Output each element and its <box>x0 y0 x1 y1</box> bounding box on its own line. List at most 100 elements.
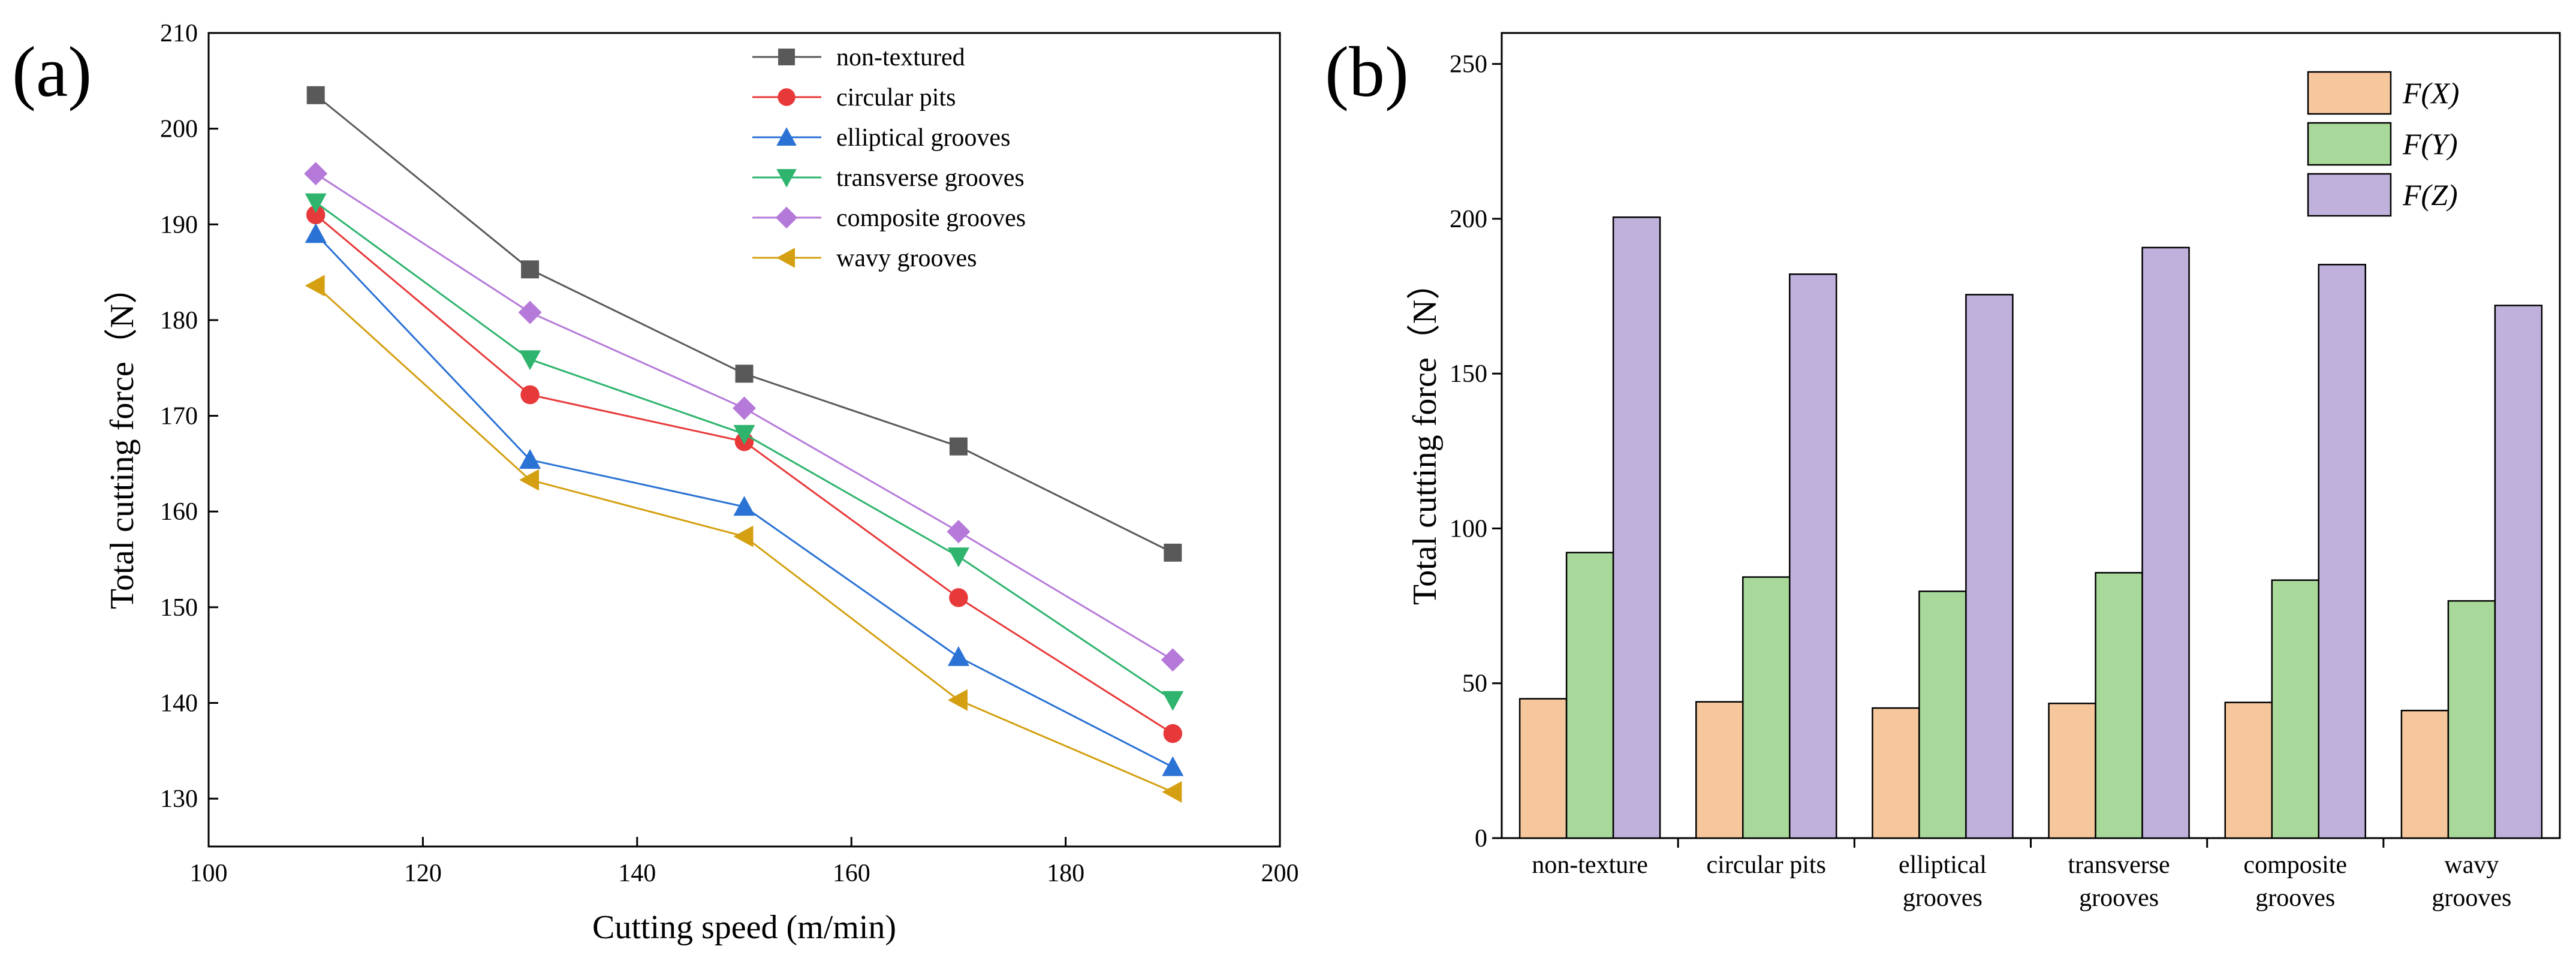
series-elliptical-grooves <box>305 223 1184 776</box>
y-tick-label: 130 <box>160 785 198 813</box>
data-point-transverse-grooves <box>947 547 969 568</box>
series-wavy-grooves <box>305 275 1182 803</box>
legend-swatch <box>2307 71 2392 115</box>
data-point-transverse-grooves <box>305 193 327 213</box>
category-label: grooves <box>2432 884 2511 912</box>
y-axis-title: Total cutting force（N） <box>104 270 141 609</box>
data-point-elliptical-grooves <box>305 223 327 243</box>
data-point-composite-grooves <box>518 300 542 324</box>
bar-f-y <box>2447 600 2496 839</box>
series-circular-pits <box>306 205 1183 743</box>
series-transverse-grooves <box>305 193 1184 711</box>
category-label: non-texture <box>1532 851 1648 879</box>
data-point-circular-pits <box>1163 724 1183 743</box>
x-tick-label: 100 <box>190 860 228 887</box>
category-label: grooves <box>2255 884 2335 912</box>
bar-f-z <box>1612 216 1661 839</box>
legend-marker <box>775 206 798 229</box>
bar-f-z <box>2494 305 2543 839</box>
bar-f-z <box>2318 264 2366 839</box>
bar-f-z <box>1789 273 1837 839</box>
legend: non-textured circular pits elliptical groo… <box>752 44 1026 272</box>
bar-f-x <box>1695 701 1744 839</box>
y-tick-label: 150 <box>160 594 198 622</box>
data-point-non-textured <box>1164 543 1182 562</box>
data-point-composite-grooves <box>733 396 756 420</box>
bar-f-x <box>2048 703 2096 839</box>
legend-label: F(Y) <box>2402 127 2458 161</box>
data-point-circular-pits <box>520 385 540 405</box>
x-tick-label: 140 <box>618 860 656 887</box>
legend-label: F(X) <box>2402 76 2459 110</box>
data-point-transverse-grooves <box>519 350 541 370</box>
data-point-transverse-grooves <box>1162 691 1184 711</box>
legend-label: transverse grooves <box>836 164 1025 192</box>
legend-marker <box>776 169 797 188</box>
data-point-wavy-grooves <box>947 689 968 711</box>
data-point-elliptical-grooves <box>519 449 541 469</box>
data-point-wavy-grooves <box>1162 781 1182 803</box>
category-label: grooves <box>1903 884 1983 912</box>
y-tick-label: 250 <box>1450 51 1487 79</box>
data-point-wavy-grooves <box>305 275 325 297</box>
data-point-elliptical-grooves <box>947 646 969 666</box>
legend: F(X) F(Y) F(Z) <box>2307 71 2459 217</box>
data-point-elliptical-grooves <box>733 496 755 516</box>
line-chart: 100 120 140 160 180 200 130 140 150 160 170 180 190 2… <box>104 20 1299 946</box>
legend-marker <box>776 248 795 268</box>
bar-f-x <box>1519 698 1568 839</box>
data-point-circular-pits <box>949 588 968 607</box>
bar-f-y <box>2271 579 2319 839</box>
data-point-elliptical-grooves <box>1162 756 1184 776</box>
bar-f-y <box>1742 576 1791 839</box>
data-point-non-textured <box>949 437 968 456</box>
category-label: wavy <box>2444 851 2499 879</box>
x-tick-label: 120 <box>404 860 442 887</box>
category-label: transverse <box>2068 851 2170 879</box>
legend-label: wavy grooves <box>836 245 977 272</box>
legend-label: F(Z) <box>2402 178 2458 212</box>
data-point-composite-grooves <box>1161 648 1185 672</box>
bar-f-y <box>1918 591 1967 839</box>
bar-f-x <box>1872 707 1920 839</box>
series-composite-grooves <box>304 162 1185 672</box>
y-tick-label: 180 <box>160 307 198 335</box>
category-label: grooves <box>2079 884 2159 912</box>
y-tick-label: 200 <box>1450 206 1487 233</box>
series-line-circular-pits <box>315 214 1174 734</box>
legend-label: circular pits <box>836 84 956 112</box>
data-point-non-textured <box>306 86 325 104</box>
y-tick-label: 140 <box>160 690 198 718</box>
data-point-composite-grooves <box>947 520 971 544</box>
y-tick-label: 50 <box>1462 670 1487 698</box>
panel-a-label: (a) <box>12 32 92 112</box>
bar-f-x <box>2400 709 2450 839</box>
data-point-wavy-grooves <box>733 525 754 547</box>
legend-label: composite grooves <box>836 204 1026 232</box>
x-tick-label: 180 <box>1047 860 1084 887</box>
bar-chart: 0 50 100 150 200 250 Total cutting force（N） non… <box>1406 32 2561 912</box>
data-point-transverse-grooves <box>733 424 755 445</box>
y-tick-label: 160 <box>160 498 198 526</box>
bar-f-z <box>1965 294 2014 839</box>
series-line-transverse-grooves <box>315 201 1174 701</box>
data-point-circular-pits <box>306 205 326 225</box>
legend-marker <box>776 127 797 146</box>
x-axis-title: Cutting speed (m/min) <box>592 909 896 946</box>
data-point-composite-grooves <box>304 162 328 186</box>
category-label: circular pits <box>1707 851 1826 879</box>
panel-b-label: (b) <box>1325 32 1409 112</box>
y-tick-label: 100 <box>1450 515 1487 543</box>
y-tick-label: 190 <box>160 211 198 239</box>
data-point-wavy-grooves <box>519 469 540 491</box>
legend-swatch <box>2307 122 2392 166</box>
legend-marker <box>778 49 795 65</box>
y-tick-label: 150 <box>1450 360 1487 388</box>
y-tick-label: 210 <box>160 20 198 47</box>
data-point-non-textured <box>735 364 754 383</box>
legend-label: non-textured <box>836 44 965 71</box>
series-non-textured <box>306 86 1182 562</box>
bar-f-y <box>1565 552 1614 839</box>
y-tick-label: 200 <box>160 116 198 143</box>
